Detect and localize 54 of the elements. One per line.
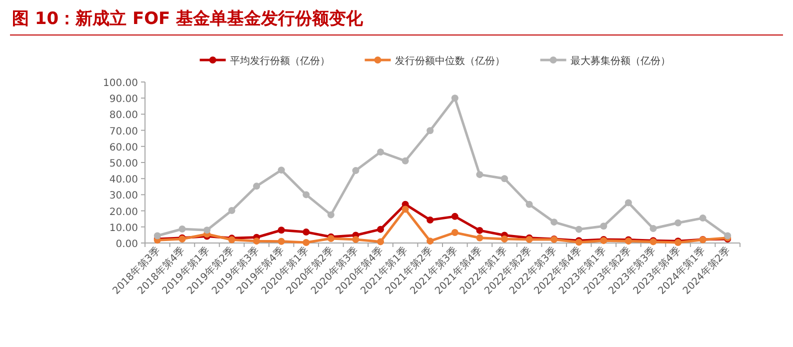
y-tick-label: 50.00 [109,158,138,170]
point [154,232,161,240]
point [451,212,458,220]
point [650,225,657,232]
y-tick-label: 40.00 [109,174,138,186]
point [377,148,384,156]
point [674,219,682,226]
y-tick-label: 90.00 [109,94,138,106]
point [253,182,260,190]
y-tick-label: 100.00 [103,78,138,89]
y-tick-label: 30.00 [109,190,138,202]
point [575,226,582,233]
point [476,234,484,242]
y-tick-label: 70.00 [109,126,138,138]
point [526,200,533,208]
legend-label: 发行份额中位数（亿份） [394,55,505,67]
point [426,238,434,245]
point [178,225,186,232]
point [327,211,334,218]
point [500,175,508,182]
y-tick-label: 10.00 [109,222,138,234]
point [352,167,360,174]
point [402,157,409,164]
point [278,238,285,245]
point [699,214,706,222]
point [624,199,632,206]
legend-label: 最大募集份额（亿份） [570,55,670,67]
y-tick-label: 0.00 [116,239,138,250]
point [426,127,434,134]
point [278,226,285,234]
y-tick-label: 60.00 [109,142,138,154]
point [278,166,285,174]
point [377,238,384,246]
point [253,238,260,245]
point [302,191,310,198]
point [426,216,434,224]
point [600,222,608,230]
chart-title: 图 10：新成立 FOF 基金单基金发行份额变化 [12,9,364,29]
legend-label: 平均发行份额（亿份） [230,55,330,67]
point [476,226,484,234]
point [228,206,236,214]
point [476,171,484,178]
point [451,94,458,102]
point [302,228,310,236]
point [203,226,210,234]
point [302,239,310,246]
point [500,235,508,242]
y-tick-label: 20.00 [109,206,138,218]
y-tick-label: 80.00 [109,110,138,122]
point [352,236,360,243]
point [402,206,409,213]
point [550,218,558,226]
point [377,226,384,233]
point [451,229,458,236]
